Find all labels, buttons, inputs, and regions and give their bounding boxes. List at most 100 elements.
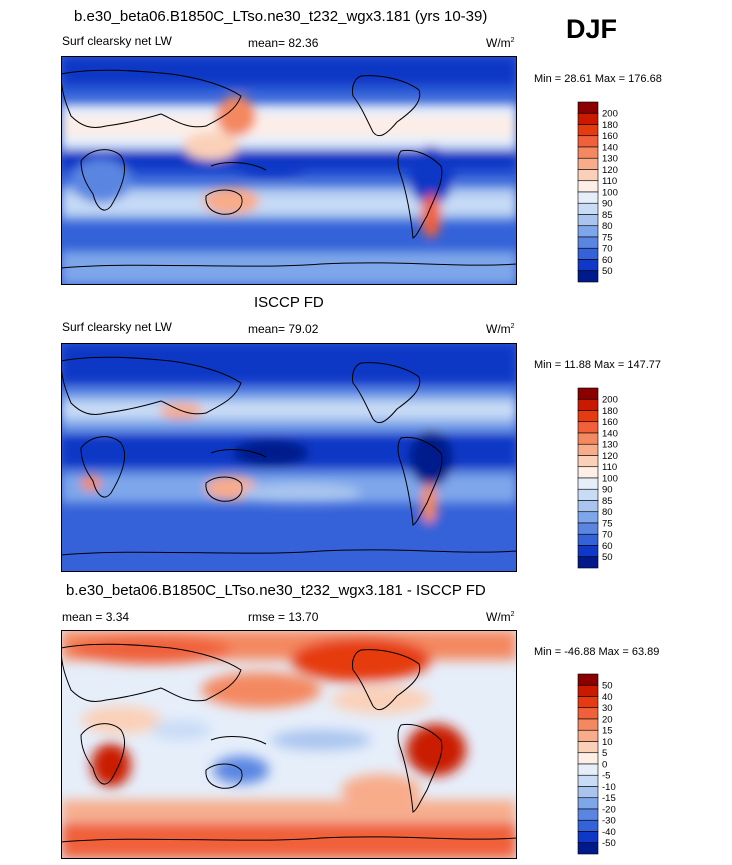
- colorbar-level-label: 60: [602, 255, 613, 266]
- colorbar-swatch: [577, 270, 599, 283]
- colorbar-level-label: 80: [602, 507, 613, 518]
- colorbar-swatch: [577, 180, 599, 193]
- panel-2-units: W/m2: [486, 322, 515, 336]
- colorbar-level-label: -10: [602, 782, 616, 793]
- colorbar-level-label: 5: [602, 748, 607, 759]
- colorbar-level-label: 80: [602, 221, 613, 232]
- colorbar-swatch: [577, 684, 599, 697]
- panel-3-units: W/m2: [486, 610, 515, 624]
- colorbar-level-label: 130: [602, 154, 618, 165]
- colorbar-level-label: 110: [602, 462, 617, 473]
- panel-2-minmax: Min = 11.88 Max = 147.77: [534, 359, 661, 371]
- colorbar-swatch: [577, 259, 599, 272]
- panel-1-variable-label: Surf clearsky net LW: [62, 34, 172, 48]
- panel-2-mean: mean= 79.02: [248, 322, 319, 336]
- colorbar-level-label: 100: [602, 473, 618, 484]
- colorbar-swatch: [577, 455, 599, 468]
- panel-3-minmax: Min = -46.88 Max = 63.89: [534, 646, 660, 658]
- colorbar-level-label: 0: [602, 759, 607, 770]
- colorbar-swatch: [577, 247, 599, 260]
- colorbar-level-label: -20: [602, 804, 616, 815]
- colorbar-swatch: [577, 466, 599, 479]
- colorbar-swatch: [577, 191, 599, 204]
- colorbar-swatch: [577, 421, 599, 434]
- panel-3-map: [61, 630, 517, 859]
- colorbar-level-label: 50: [602, 681, 613, 692]
- colorbar-swatch: [577, 410, 599, 423]
- colorbar-swatch: [577, 157, 599, 170]
- panel-1-minmax: Min = 28.61 Max = 176.68: [534, 73, 662, 85]
- colorbar-swatch: [577, 774, 599, 787]
- colorbar-swatch: [577, 477, 599, 490]
- colorbar-swatch: [577, 146, 599, 159]
- colorbar-level-label: 20: [602, 714, 613, 725]
- colorbar-swatch: [577, 522, 599, 535]
- colorbar-swatch: [577, 135, 599, 148]
- colorbar-level-label: 50: [602, 552, 613, 563]
- colorbar-level-label: 140: [602, 428, 618, 439]
- colorbar-swatch: [577, 432, 599, 445]
- colorbar-level-label: 200: [602, 395, 618, 406]
- colorbar-swatch: [577, 752, 599, 765]
- colorbar-swatch: [577, 225, 599, 238]
- colorbar-level-label: 100: [602, 187, 618, 198]
- colorbar-swatch: [577, 488, 599, 501]
- panel-3-rmse: rmse = 13.70: [248, 610, 319, 624]
- colorbar-level-label: 130: [602, 440, 618, 451]
- colorbar-level-label: 140: [602, 142, 618, 153]
- colorbar-level-label: 180: [602, 406, 618, 417]
- panel-1-title: b.e30_beta06.B1850C_LTso.ne30_t232_wgx3.…: [74, 8, 488, 25]
- colorbar-level-label: 60: [602, 541, 613, 552]
- panel-1-mean: mean= 82.36: [248, 36, 319, 50]
- colorbar-level-label: 120: [602, 165, 618, 176]
- colorbar-swatch: [577, 797, 599, 810]
- colorbar-swatch: [577, 786, 599, 799]
- colorbar-level-label: -5: [602, 771, 610, 782]
- colorbar-level-label: 70: [602, 530, 613, 541]
- colorbar-swatch: [577, 511, 599, 524]
- colorbar-level-label: 40: [602, 692, 613, 703]
- colorbar-swatch: [577, 101, 599, 114]
- colorbar-swatch: [577, 169, 599, 182]
- colorbar-level-label: 90: [602, 199, 613, 210]
- colorbar-level-label: 70: [602, 244, 613, 255]
- colorbar-swatch: [577, 696, 599, 709]
- colorbar-level-label: 85: [602, 496, 613, 507]
- colorbar-swatch: [577, 387, 599, 400]
- colorbar-level-label: 75: [602, 232, 613, 243]
- colorbar-swatch: [577, 842, 599, 855]
- colorbar-swatch: [577, 673, 599, 686]
- colorbar-swatch: [577, 556, 599, 569]
- colorbar-swatch: [577, 398, 599, 411]
- colorbar-swatch: [577, 202, 599, 215]
- colorbar-level-label: 180: [602, 120, 618, 131]
- colorbar-level-label: 120: [602, 451, 618, 462]
- colorbar-level-label: 50: [602, 266, 613, 277]
- colorbar-level-label: 160: [602, 131, 618, 142]
- panel-1-map: [61, 56, 517, 285]
- colorbar-swatch: [577, 808, 599, 821]
- colorbar-level-label: 10: [602, 737, 613, 748]
- panel-2-map: [61, 343, 517, 572]
- panel-1-units: W/m2: [486, 36, 515, 50]
- colorbar-swatch: [577, 443, 599, 456]
- colorbar-level-label: 200: [602, 109, 618, 120]
- panel-2-title: ISCCP FD: [254, 294, 324, 311]
- colorbar-level-label: -50: [602, 838, 616, 849]
- colorbar-swatch: [577, 819, 599, 832]
- colorbar-level-label: -30: [602, 816, 616, 827]
- colorbar-level-label: -15: [602, 793, 616, 804]
- colorbar-swatch: [577, 545, 599, 558]
- colorbar-swatch: [577, 729, 599, 742]
- colorbar-swatch: [577, 707, 599, 720]
- colorbar-swatch: [577, 124, 599, 137]
- colorbar-swatch: [577, 718, 599, 731]
- season-label: DJF: [566, 14, 618, 44]
- panel-3-title: b.e30_beta06.B1850C_LTso.ne30_t232_wgx3.…: [66, 582, 486, 599]
- colorbar-level-label: 85: [602, 210, 613, 221]
- panel-2-variable-label: Surf clearsky net LW: [62, 320, 172, 334]
- colorbar-swatch: [577, 533, 599, 546]
